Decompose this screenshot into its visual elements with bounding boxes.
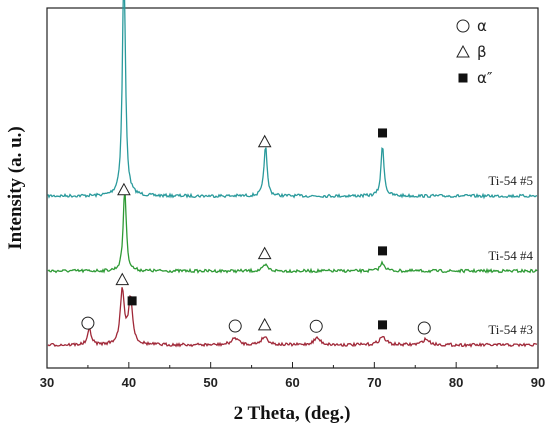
series-trace [47,0,538,200]
x-tick-label: 80 [449,375,463,390]
x-axis-ticks: 30 40 50 60 70 80 90 [40,362,545,390]
alpha-phase-marker [81,316,95,330]
alpha-double-prime-marker [378,128,388,138]
series-trace [47,287,538,348]
alpha-double-prime-marker [127,296,137,306]
beta-phase-marker [257,246,272,260]
x-tick-label: 40 [122,375,136,390]
x-tick-label: 70 [367,375,381,390]
beta-phase-marker [257,134,272,148]
series-label: Ti-54 #3 [488,322,533,337]
x-tick-label: 30 [40,375,54,390]
phase-markers [81,128,431,335]
x-axis-title: 2 Theta, (deg.) [234,403,351,424]
legend-label: α [477,17,487,35]
beta-phase-marker [117,182,131,196]
series-labels: Ti-54 #5 Ti-54 #4 Ti-54 #3 [488,173,533,337]
alpha-double-prime-marker [378,246,388,256]
beta-phase-marker [456,44,470,58]
beta-phase-marker [115,272,130,286]
alpha-phase-marker [309,319,323,333]
legend: αβ α″ [456,17,493,87]
legend-label: α″ [477,69,493,87]
alpha-phase-marker [417,321,431,335]
series-label: Ti-54 #4 [488,248,533,263]
alpha-phase-marker [228,319,242,333]
plot-frame [46,7,539,369]
beta-phase-marker [257,317,272,331]
alpha-phase-marker [456,19,470,33]
y-axis-title: Intensity (a. u.) [5,126,26,250]
alpha-double-prime-marker [378,320,388,330]
alpha-double-prime-marker [458,73,468,83]
series-label: Ti-54 #5 [488,173,533,188]
x-tick-label: 60 [285,375,299,390]
x-tick-label: 90 [531,375,545,390]
legend-label: β [477,43,487,61]
series-trace [47,189,538,275]
x-tick-label: 50 [203,375,217,390]
